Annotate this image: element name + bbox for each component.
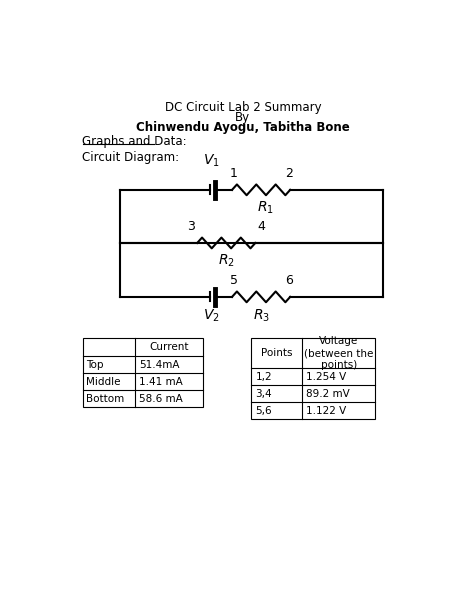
Text: $R_1$: $R_1$ — [256, 200, 273, 216]
Text: $R_2$: $R_2$ — [218, 253, 235, 269]
Text: 1.254 V: 1.254 V — [306, 372, 346, 382]
Text: 1.122 V: 1.122 V — [306, 406, 346, 416]
Text: 1,2: 1,2 — [255, 372, 272, 382]
Text: Circuit Diagram:: Circuit Diagram: — [82, 151, 180, 164]
Text: DC Circuit Lab 2 Summary: DC Circuit Lab 2 Summary — [164, 101, 321, 113]
Text: By: By — [236, 110, 250, 124]
Text: 1.41 mA: 1.41 mA — [139, 376, 183, 387]
Text: $V_1$: $V_1$ — [203, 153, 219, 169]
Text: Graphs and Data:: Graphs and Data: — [82, 135, 187, 148]
Text: 4: 4 — [257, 220, 265, 233]
Text: 1: 1 — [230, 167, 237, 180]
Text: 6: 6 — [285, 274, 292, 287]
Text: $R_3$: $R_3$ — [253, 308, 270, 324]
Text: Points: Points — [261, 348, 292, 358]
Text: 5: 5 — [229, 274, 237, 287]
Text: 89.2 mV: 89.2 mV — [306, 389, 349, 399]
Text: 2: 2 — [285, 167, 292, 180]
Bar — [82, 338, 203, 407]
Text: Chinwendu Ayogu, Tabitha Bone: Chinwendu Ayogu, Tabitha Bone — [136, 121, 350, 134]
Text: Top: Top — [86, 360, 104, 370]
Text: 3: 3 — [187, 220, 195, 233]
Text: Bottom: Bottom — [86, 394, 125, 403]
Text: 58.6 mA: 58.6 mA — [139, 394, 183, 403]
Text: Voltage
(between the
points): Voltage (between the points) — [304, 337, 374, 370]
Text: Middle: Middle — [86, 376, 121, 387]
Text: 51.4mA: 51.4mA — [139, 360, 180, 370]
Bar — [251, 338, 375, 419]
Text: 3,4: 3,4 — [255, 389, 272, 399]
Text: $V_2$: $V_2$ — [203, 308, 219, 324]
Text: 5,6: 5,6 — [255, 406, 272, 416]
Text: Current: Current — [150, 342, 189, 352]
